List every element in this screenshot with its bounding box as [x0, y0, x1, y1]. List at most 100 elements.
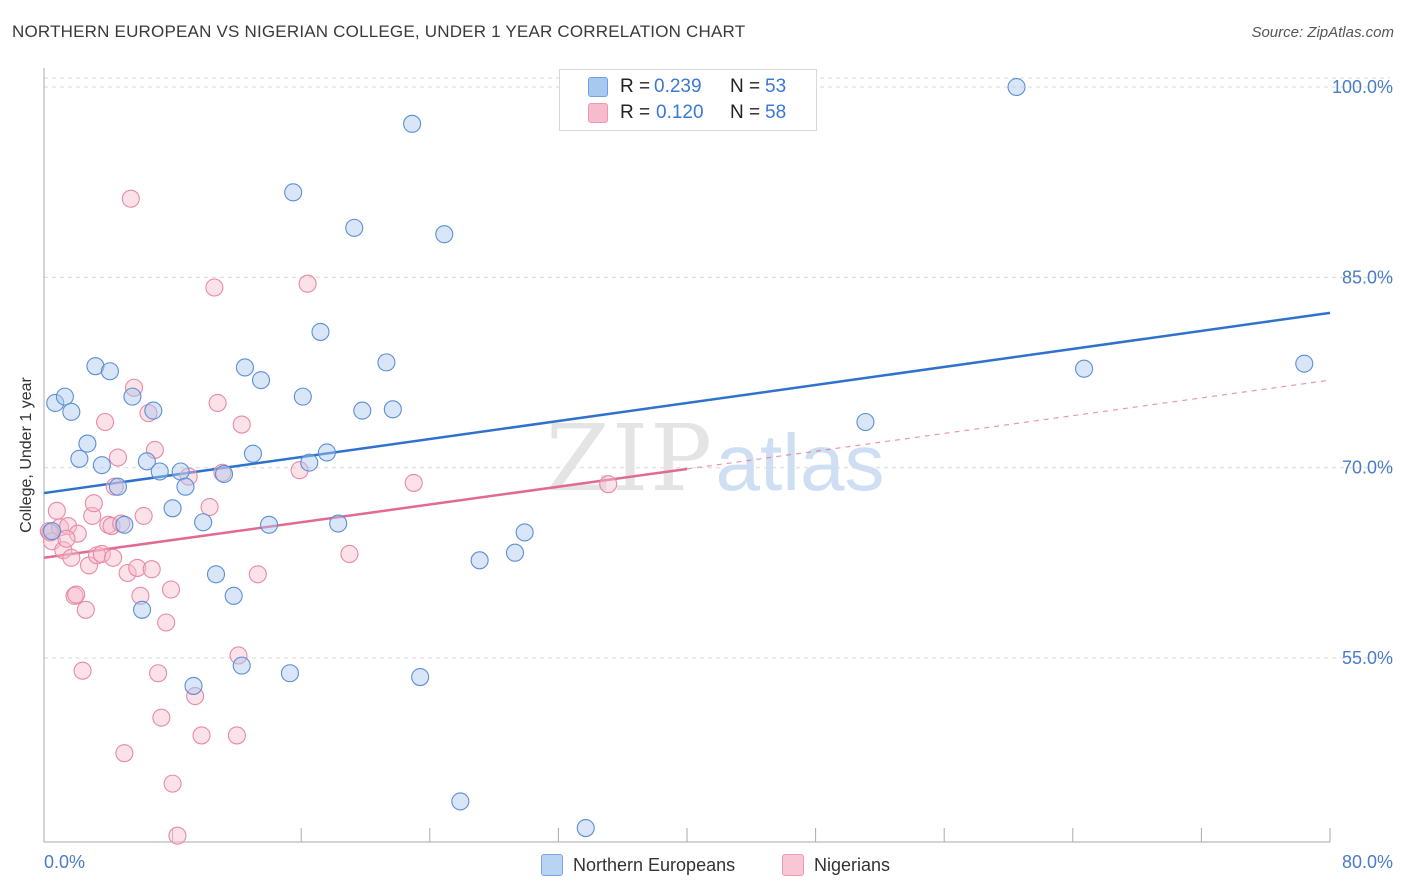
nigerians-point: [76, 600, 95, 619]
nigerians-trend-line: [43, 467, 688, 560]
nigerians-point: [142, 560, 161, 579]
northern-europeans-point: [232, 656, 251, 675]
northern-europeans-point: [62, 402, 81, 421]
nigerians-point: [139, 404, 158, 423]
nigerians-point: [161, 580, 181, 599]
nigerians-point: [131, 586, 150, 605]
nigerians-point: [149, 664, 168, 683]
nigerians-point: [404, 473, 423, 492]
northern-europeans-point: [184, 676, 203, 695]
nigerians-point: [108, 448, 127, 467]
watermark-atlas: atlas: [716, 418, 885, 507]
northern-europeans-point: [108, 477, 127, 496]
legend-n-label: N =: [730, 102, 761, 123]
northern-europeans-point: [293, 387, 312, 406]
nigerians-point: [68, 524, 87, 543]
northern-europeans-point: [280, 664, 299, 683]
watermark-zip: ZIP: [546, 405, 714, 512]
series-legend-item-nigerians: Nigerians: [782, 852, 890, 878]
y-tick-label: 85.0%: [1342, 267, 1393, 287]
series-swatch-blue: [541, 854, 563, 876]
northern-europeans-point: [284, 183, 303, 202]
nigerians-point: [298, 274, 317, 293]
northern-europeans-point: [133, 600, 152, 619]
legend-swatch-blue: [588, 77, 608, 97]
nigerians-point: [73, 661, 92, 680]
northern-europeans-point: [137, 452, 156, 471]
x-tick-label-min: 0.0%: [44, 852, 86, 872]
northern-europeans-point: [224, 586, 243, 605]
northern-europeans-point: [78, 434, 97, 453]
northern-europeans-point: [214, 464, 234, 484]
northern-europeans-point: [251, 371, 271, 390]
northern-europeans-point: [311, 322, 330, 341]
x-tick-label-max: 80.0%: [1341, 852, 1393, 872]
northern-europeans-point: [171, 462, 190, 481]
nigerians-point: [47, 501, 66, 520]
northern-europeans-point: [470, 551, 489, 570]
y-tick-label: 100.0%: [1332, 77, 1393, 97]
nigerians-point: [157, 613, 176, 632]
northern-europeans-point: [856, 412, 875, 432]
northern-europeans-point: [70, 449, 89, 468]
nigerians-point: [340, 544, 359, 564]
nigerians-trend-extension: [686, 379, 1331, 470]
northern-europeans-point: [194, 513, 213, 532]
northern-europeans-point: [329, 514, 348, 533]
nigerians-point: [62, 548, 81, 567]
nigerians-point: [205, 278, 224, 297]
northern-europeans-point: [42, 522, 62, 541]
northern-europeans-point: [206, 565, 226, 584]
legend-r-label: R =: [620, 102, 651, 123]
nigerians-point: [104, 548, 123, 567]
northern-europeans-point: [505, 543, 525, 562]
nigerians-point: [134, 506, 153, 525]
nigerians-point: [115, 744, 134, 763]
nigerians-point: [227, 726, 246, 745]
nigerians-point: [290, 461, 309, 480]
nigerians-point: [121, 189, 140, 208]
northern-europeans-point: [163, 499, 182, 518]
nigerians-point: [192, 726, 211, 745]
series-legend: Northern Europeans Nigerians: [0, 852, 1406, 878]
nigerians-point: [84, 494, 103, 513]
stats-legend: R = 0.239 N = 53 R = 0.120 N = 58: [559, 69, 817, 131]
northern-europeans-point: [383, 400, 402, 419]
series-swatch-pink: [782, 854, 804, 876]
nigerians-point: [57, 529, 76, 548]
series-legend-label: Nigerians: [814, 854, 891, 875]
series-legend-item-northern-europeans: Northern Europeans: [541, 852, 735, 878]
nigerians-point: [232, 415, 251, 434]
legend-n-value: 58: [765, 102, 787, 123]
legend-n-value: 53: [765, 76, 787, 97]
northern-europeans-point: [353, 401, 372, 420]
northern-europeans-point: [1075, 359, 1094, 378]
northern-europeans-point: [235, 358, 254, 377]
northern-europeans-point: [435, 225, 454, 244]
source-label: Source: ZipAtlas.com: [1251, 24, 1394, 41]
series-legend-label: Northern Europeans: [573, 854, 736, 875]
northern-europeans-point: [55, 387, 74, 406]
northern-europeans-point: [345, 218, 364, 237]
northern-europeans-point: [243, 444, 263, 463]
chart-title: NORTHERN EUROPEAN VS NIGERIAN COLLEGE, U…: [12, 22, 746, 41]
northern-europeans-point: [1007, 77, 1026, 97]
northern-europeans-point: [100, 362, 119, 381]
legend-r-label: R =: [620, 76, 651, 97]
nigerians-point: [96, 412, 115, 432]
northern-europeans-point: [259, 515, 279, 534]
legend-swatch-pink: [588, 103, 608, 123]
nigerians-point: [67, 585, 86, 604]
northern-europeans-point: [46, 393, 65, 413]
northern-europeans-point: [317, 443, 336, 462]
northern-europeans-point: [86, 357, 105, 376]
northern-europeans-point: [515, 523, 534, 542]
nigerians-point: [118, 563, 137, 583]
y-tick-label: 55.0%: [1342, 648, 1393, 668]
northern-europeans-point: [150, 462, 169, 481]
northern-europeans-point: [411, 667, 430, 687]
northern-europeans-point: [115, 515, 134, 534]
northern-europeans-point: [144, 401, 163, 420]
northern-europeans-point: [123, 387, 142, 406]
